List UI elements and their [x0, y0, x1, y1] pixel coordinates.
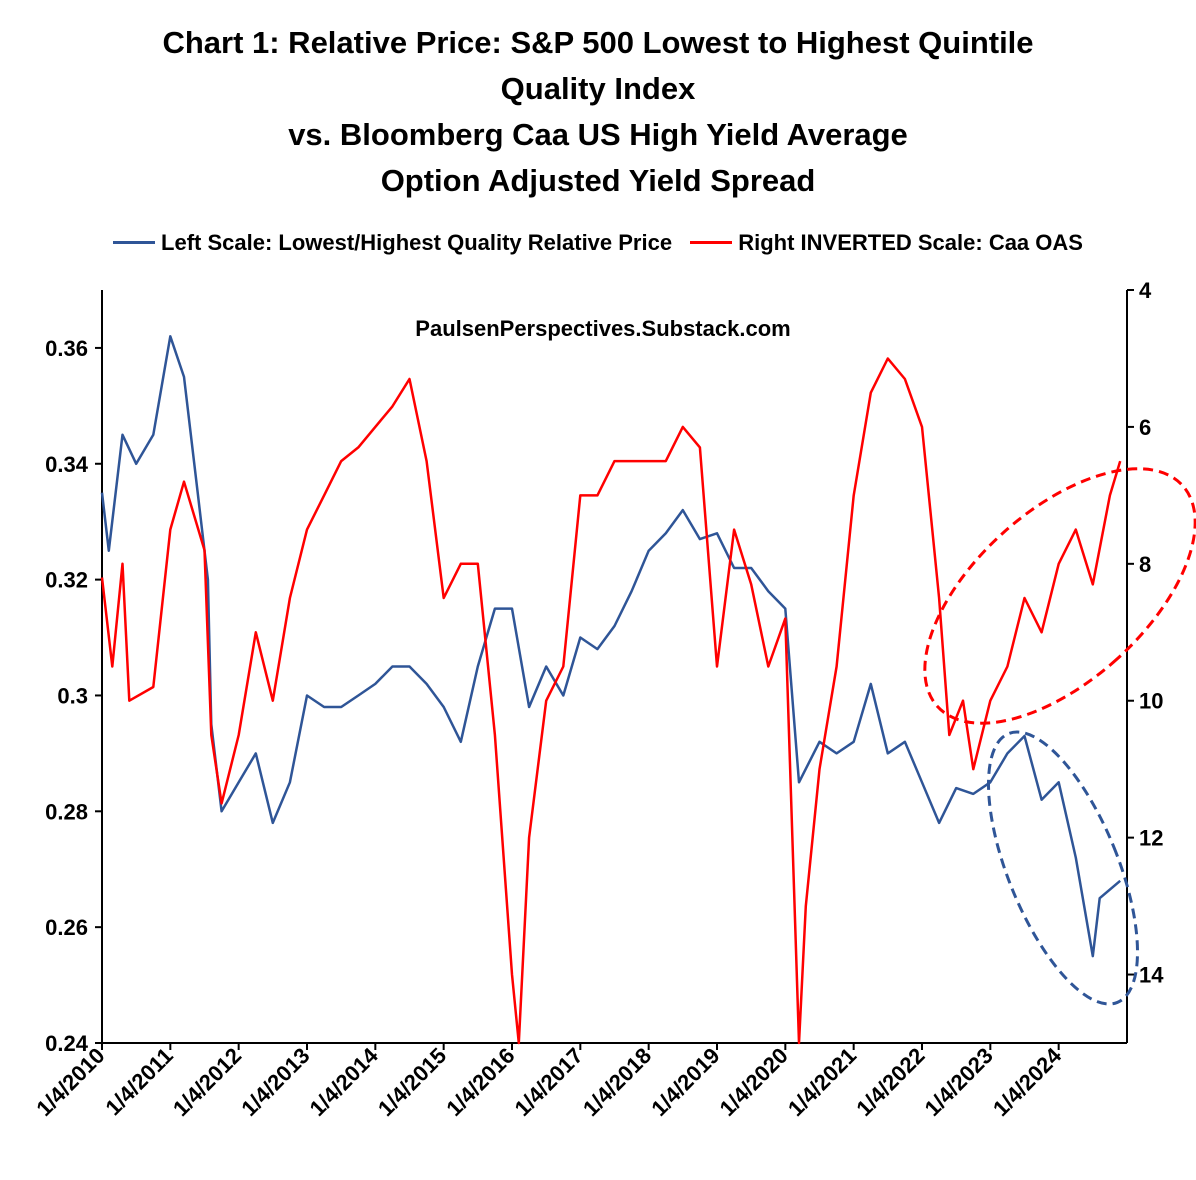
- blue-highlight-ellipse: [986, 730, 1140, 1006]
- legend-item-caa-oas: Right INVERTED Scale: Caa OAS: [690, 230, 1083, 256]
- right-tick-label: 8: [1139, 552, 1151, 577]
- watermark: PaulsenPerspectives.Substack.com: [415, 316, 790, 341]
- left-tick-label: 0.3: [57, 683, 88, 708]
- legend-swatch-red: [690, 241, 733, 244]
- x-tick-label: 1/4/2018: [578, 1043, 656, 1121]
- x-tick-label: 1/4/2011: [100, 1043, 177, 1120]
- left-tick-label: 0.32: [45, 568, 88, 593]
- x-tick-label: 1/4/2024: [988, 1042, 1067, 1121]
- title-line: vs. Bloomberg Caa US High Yield Average: [288, 117, 908, 152]
- right-tick-label: 4: [1139, 278, 1152, 303]
- x-tick-label: 1/4/2013: [236, 1043, 314, 1121]
- x-tick-label: 1/4/2017: [510, 1043, 588, 1121]
- x-tick-label: 1/4/2015: [373, 1043, 451, 1121]
- left-tick-label: 0.34: [45, 452, 89, 477]
- legend-item-relative-price: Left Scale: Lowest/Highest Quality Relat…: [113, 230, 672, 256]
- left-tick-label: 0.28: [45, 799, 88, 824]
- right-tick-label: 12: [1139, 826, 1163, 851]
- right-tick-label: 14: [1139, 963, 1164, 988]
- legend: Left Scale: Lowest/Highest Quality Relat…: [0, 224, 1196, 256]
- x-tick-label: 1/4/2019: [646, 1043, 724, 1121]
- relative-price-line: [100, 335, 1122, 958]
- left-tick-label: 0.26: [45, 915, 88, 940]
- red-highlight-ellipse: [923, 467, 1196, 725]
- right-tick-label: 6: [1139, 415, 1151, 440]
- legend-label: Left Scale: Lowest/Highest Quality Relat…: [161, 229, 673, 255]
- title-line: Quality Index: [500, 71, 696, 106]
- legend-label: Right INVERTED Scale: Caa OAS: [738, 229, 1083, 255]
- x-tick-label: 1/4/2022: [851, 1043, 929, 1121]
- caa-oas-line: [100, 357, 1122, 1045]
- x-tick-label: 1/4/2016: [441, 1043, 519, 1121]
- x-tick-label: 1/4/2020: [715, 1043, 793, 1121]
- title-line: Option Adjusted Yield Spread: [380, 163, 816, 198]
- x-tick-label: 1/4/2021: [783, 1043, 861, 1121]
- chart-title: Chart 1: Relative Price: S&P 500 Lowest …: [0, 20, 1196, 204]
- right-tick-label: 10: [1139, 689, 1163, 714]
- left-tick-label: 0.36: [45, 336, 88, 361]
- left-tick-label: 0.24: [45, 1031, 89, 1056]
- x-tick-label: 1/4/2012: [168, 1043, 246, 1121]
- x-tick-label: 1/4/2014: [305, 1042, 384, 1121]
- x-tick-label: 1/4/2023: [920, 1043, 998, 1121]
- title-line: Chart 1: Relative Price: S&P 500 Lowest …: [162, 25, 1034, 60]
- legend-swatch-blue: [113, 241, 156, 244]
